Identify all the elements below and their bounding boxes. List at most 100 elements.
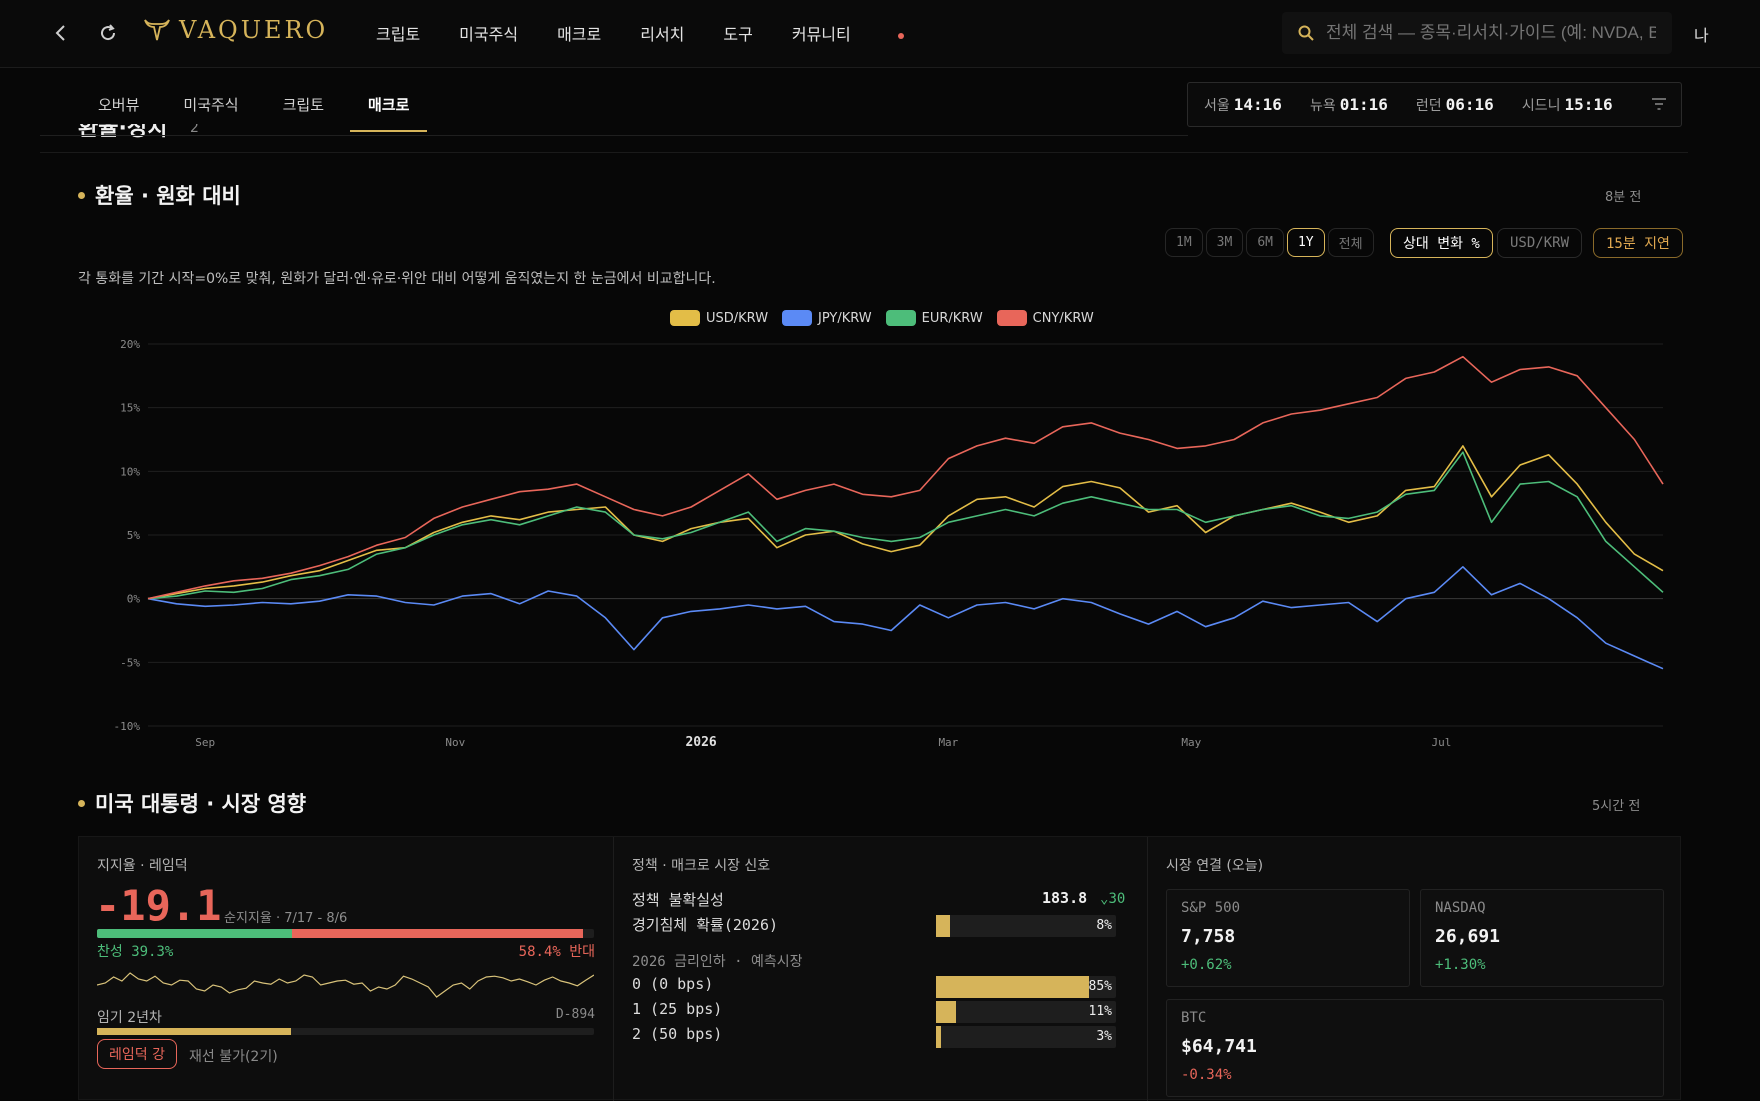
back-arrow-icon[interactable]: [48, 20, 74, 46]
recession-bar: 8%: [936, 915, 1116, 937]
clock-time: 01:16: [1339, 94, 1388, 114]
filter-icon[interactable]: [1651, 97, 1667, 111]
tab-us-stocks[interactable]: 미국주식: [183, 95, 239, 114]
cut-probability-fill: [936, 976, 1089, 998]
x-tick-label: May: [1181, 736, 1201, 749]
series-line-eur-krw[interactable]: [147, 451, 1664, 600]
nav-community[interactable]: 커뮤니티: [792, 21, 904, 45]
legend-label: EUR/KRW: [921, 310, 983, 326]
y-tick-label: -5%: [120, 656, 140, 669]
brand-logo[interactable]: VAQUERO: [143, 16, 328, 44]
policy-signals-card: 정책 · 매크로 시장 신호 정책 불확실성 183.8 ⌄30 경기침체 확률…: [613, 837, 1147, 1101]
term-label: 임기 2년차: [97, 1010, 162, 1026]
refresh-icon[interactable]: [95, 20, 121, 46]
nav-research[interactable]: 리서치: [640, 25, 685, 44]
market-label: 시장 연결 (오늘): [1166, 858, 1264, 874]
tab-crypto[interactable]: 크립토: [282, 95, 325, 114]
x-tick-label: Nov: [445, 736, 465, 749]
usd-krw-toggle[interactable]: USD/KRW: [1497, 228, 1583, 258]
cut-probability-fill: [936, 1026, 942, 1048]
nav-community-label: 커뮤니티: [791, 25, 851, 44]
cut-probability-pct: 11%: [1088, 1004, 1112, 1019]
net-approval-value: -19.1: [95, 881, 222, 930]
approval-label: 지지율 · 레임덕: [97, 858, 188, 874]
nav-crypto[interactable]: 크립토: [376, 25, 421, 44]
market-card-btc[interactable]: BTC $64,741 -0.34%: [1166, 999, 1664, 1097]
market-card-nasdaq[interactable]: NASDAQ 26,691 +1.30%: [1420, 889, 1664, 987]
user-menu[interactable]: 나: [1694, 26, 1709, 45]
disapprove-segment: [292, 929, 583, 938]
term-progress-bar: [97, 1028, 594, 1035]
legend-swatch: [670, 310, 700, 326]
section-bullet: [78, 191, 85, 199]
brand-name: VAQUERO: [179, 16, 329, 44]
search-input[interactable]: [1326, 23, 1656, 43]
market-value: 26,691: [1435, 926, 1501, 947]
relative-change-toggle[interactable]: 상대 변화 %: [1390, 228, 1493, 258]
world-clocks: 서울 14:16 뉴욕 01:16 런던 06:16 시드니 15:16: [1187, 82, 1682, 127]
clock-time: 06:16: [1445, 94, 1494, 114]
search-box[interactable]: [1282, 12, 1672, 54]
delay-badge: 15분 지연: [1593, 228, 1683, 258]
legend-eur-krw[interactable]: EUR/KRW: [885, 310, 983, 326]
nav-tools[interactable]: 도구: [723, 25, 753, 44]
x-tick-label: Jul: [1432, 736, 1452, 749]
legend-label: JPY/KRW: [818, 310, 872, 326]
term-dday: D-894: [555, 1007, 595, 1022]
legend-jpy-krw[interactable]: JPY/KRW: [782, 310, 872, 326]
term-progress-fill: [97, 1028, 291, 1035]
range-6m[interactable]: 6M: [1246, 228, 1284, 257]
nav-macro[interactable]: 매크로: [557, 25, 602, 44]
bull-horns-icon: [144, 19, 170, 41]
legend-swatch: [782, 310, 813, 326]
series-line-jpy-krw[interactable]: [147, 566, 1664, 670]
recession-pct: 8%: [1096, 918, 1112, 933]
range-all[interactable]: 전체: [1327, 228, 1374, 257]
market-name: S&P 500: [1181, 900, 1241, 916]
tab-overview[interactable]: 오버뷰: [98, 95, 140, 114]
market-value: $64,741: [1181, 1036, 1257, 1057]
legend-label: USD/KRW: [706, 310, 769, 326]
approve-segment: [97, 929, 293, 938]
divider: [40, 135, 1188, 136]
fx-description: 각 통화를 기간 시작=0%로 맞춰, 원화가 달러·엔·유로·위안 대비 어떻…: [78, 271, 716, 287]
clock-city: 시드니: [1521, 97, 1561, 114]
market-change: +1.30%: [1435, 957, 1486, 973]
series-line-usd-krw[interactable]: [147, 445, 1664, 600]
fx-section-title-text: 환율 · 원화 대비: [95, 184, 241, 208]
x-tick-label: Sep: [195, 736, 215, 749]
net-approval-caption: 순지지율 · 7/17 - 8/6: [224, 911, 348, 926]
market-change: -0.34%: [1181, 1067, 1232, 1083]
y-tick-label: 0%: [127, 593, 141, 606]
fx-line-chart[interactable]: 20% 15% 10% 5% 0% -5% -10% Sep Nov 2026 Mar May Jul: [78, 330, 1678, 750]
section-tabs: 오버뷰 미국주식 크립토 매크로: [80, 76, 435, 132]
market-card-sp500[interactable]: S&P 500 7,758 +0.62%: [1166, 889, 1410, 987]
president-updated-ago: 5시간 전: [1592, 799, 1641, 814]
legend-cny-krw[interactable]: CNY/KRW: [996, 310, 1094, 326]
uncertainty-change: ⌄30: [1100, 891, 1125, 907]
cut-probability-bar: 85%: [936, 976, 1116, 998]
y-tick-label: 5%: [127, 529, 141, 542]
range-3m[interactable]: 3M: [1205, 228, 1244, 257]
nav-us-stocks[interactable]: 미국주식: [459, 25, 519, 44]
cut-scenario-label: 2 (50 bps): [632, 1025, 723, 1043]
legend-usd-krw[interactable]: USD/KRW: [670, 310, 768, 326]
uncertainty-label: 정책 불확실성: [632, 891, 724, 909]
range-1m[interactable]: 1M: [1165, 228, 1203, 257]
x-tick-label: 2026: [685, 735, 716, 750]
legend-swatch: [885, 310, 916, 326]
y-tick-label: -10%: [114, 720, 141, 733]
market-links-card: 시장 연결 (오늘) S&P 500 7,758 +0.62% NASDAQ 2…: [1147, 837, 1682, 1101]
series-line-cny-krw[interactable]: [147, 355, 1664, 600]
tab-macro[interactable]: 매크로: [350, 76, 428, 132]
cut-scenario-label: 1 (25 bps): [632, 1000, 723, 1018]
clock-sydney: 시드니 15:16: [1522, 95, 1613, 115]
approval-split-bar: [97, 929, 594, 938]
president-section-title: 미국 대통령 · 시장 영향: [78, 788, 306, 818]
y-tick-label: 15%: [120, 402, 140, 415]
cut-scenario-label: 0 (0 bps): [632, 975, 714, 993]
fx-updated-ago: 8분 전: [1605, 190, 1642, 205]
range-1y[interactable]: 1Y: [1286, 228, 1325, 257]
clock-city: 서울: [1204, 97, 1230, 114]
clock-time: 14:16: [1233, 94, 1282, 114]
